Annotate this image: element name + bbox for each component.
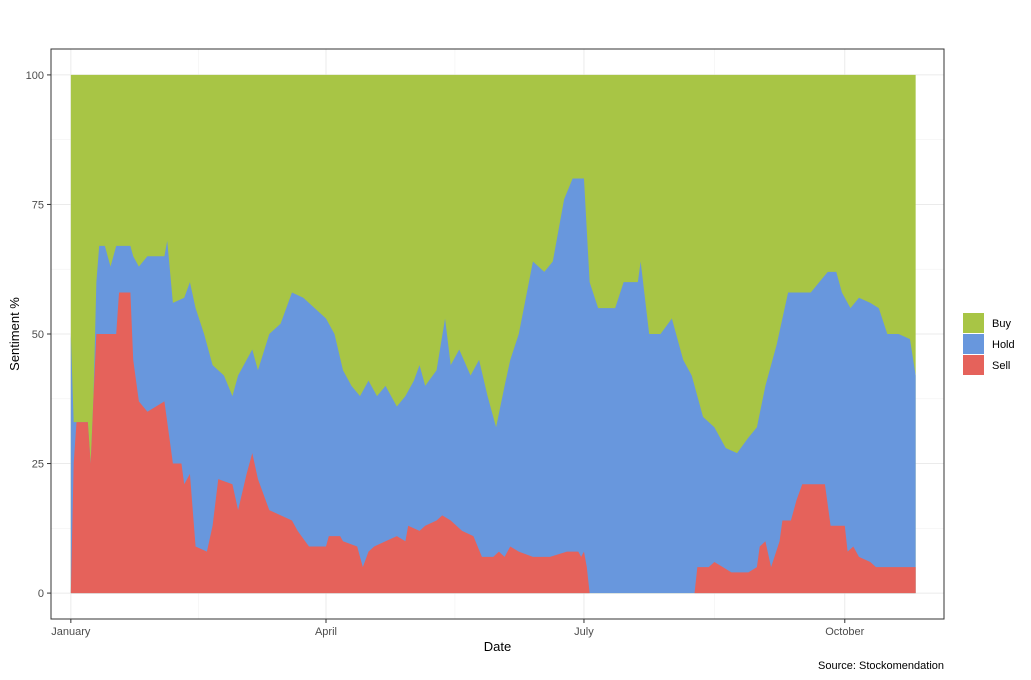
y-tick-label: 100 <box>26 70 44 82</box>
legend-swatch-buy <box>963 313 984 333</box>
y-tick-label: 0 <box>38 588 44 600</box>
source-caption: Source: Stockomendation <box>818 660 944 672</box>
x-axis-title: Date <box>484 639 511 654</box>
legend-item-buy: Buy <box>963 313 1011 333</box>
x-tick-label: April <box>315 626 337 638</box>
legend-label-buy: Buy <box>992 318 1011 330</box>
legend-label-hold: Hold <box>992 339 1015 351</box>
legend-item-hold: Hold <box>963 334 1015 354</box>
legend-swatch-hold <box>963 334 984 354</box>
legend-swatch-sell <box>963 355 984 375</box>
legend-item-sell: Sell <box>963 355 1010 375</box>
x-tick-label: January <box>51 626 91 638</box>
x-tick-label: October <box>825 626 864 638</box>
legend-label-sell: Sell <box>992 360 1010 372</box>
y-axis-title: Sentiment % <box>7 297 22 371</box>
axes: 0 25 50 75 100 January April July October <box>26 70 865 638</box>
area-hold <box>70 178 916 594</box>
area-sell <box>70 292 916 594</box>
x-tick-label: July <box>574 626 594 638</box>
y-tick-label: 25 <box>32 459 44 471</box>
legend: Buy Hold Sell <box>963 313 1015 375</box>
y-tick-label: 75 <box>32 199 44 211</box>
stacked-areas <box>70 74 916 594</box>
y-tick-label: 50 <box>32 329 44 341</box>
